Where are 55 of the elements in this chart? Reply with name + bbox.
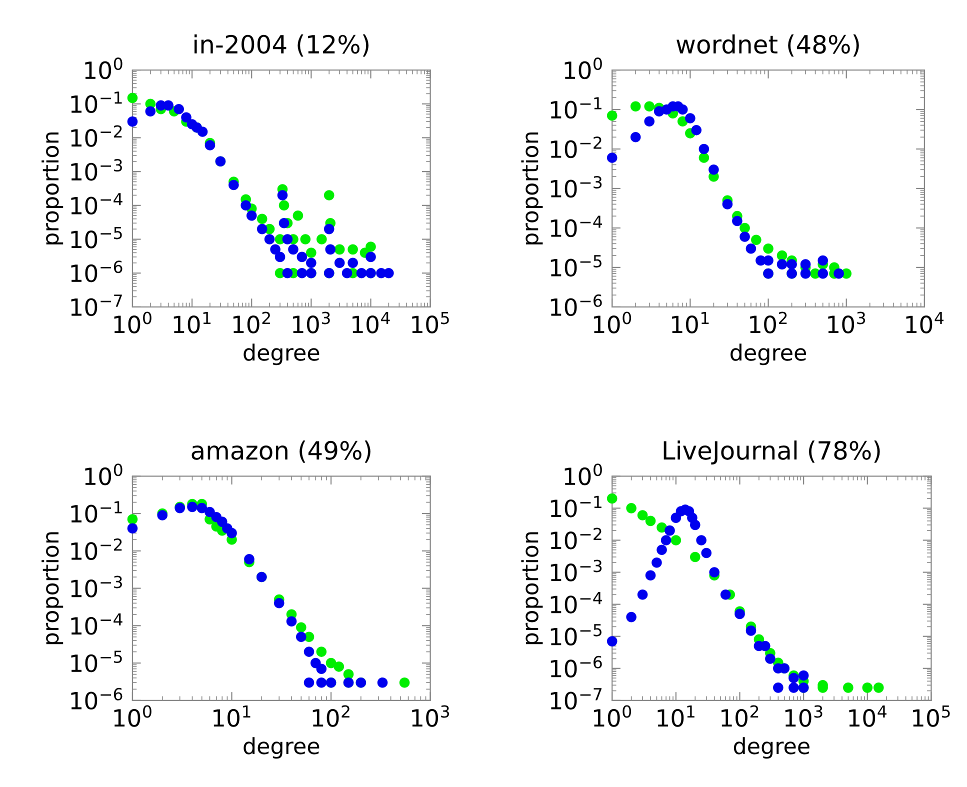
y-tick-label: 10$^{−2}$ [550, 136, 602, 158]
x-tick-label: 10$^{1}$ [174, 312, 211, 334]
x-tick-label: 10$^{3}$ [785, 705, 822, 727]
x-tick-label: 10$^{2}$ [750, 312, 787, 334]
y-tick-label: 10$^{−1}$ [71, 92, 122, 114]
y-axis-title: proportion [42, 132, 64, 244]
x-tick-label: 10$^{1}$ [214, 705, 250, 727]
y-tick-label: 10$^{−3}$ [550, 560, 602, 582]
chart-title: LiveJournal (78%) [664, 440, 880, 464]
y-tick-label: 10$^{−2}$ [550, 528, 602, 550]
y-axis-title: proportion [521, 132, 543, 244]
chart-title: amazon (49%) [192, 440, 370, 463]
y-tick-label: 10$^{−3}$ [71, 159, 122, 181]
x-tick-label: 10$^{3}$ [292, 312, 330, 334]
y-tick-label: 10$^{0}$ [85, 464, 122, 486]
y-tick-label: 10$^{−5}$ [71, 650, 122, 672]
x-tick-label: 10$^{2}$ [233, 312, 270, 334]
y-tick-label: 10$^{−2}$ [71, 538, 122, 560]
x-tick-label: 10$^{3}$ [828, 312, 866, 334]
x-axis-title: degree [730, 344, 806, 366]
x-axis-title: degree [734, 737, 810, 759]
y-tick-label: 10$^{−3}$ [550, 176, 602, 198]
chart-title: wordnet (48%) [676, 34, 859, 57]
y-tick-label: 10$^{−3}$ [71, 576, 122, 598]
x-tick-label: 10$^{4}$ [352, 312, 390, 334]
y-tick-label: 10$^{−4}$ [550, 216, 602, 238]
y-axis-title: proportion [521, 532, 543, 644]
y-tick-label: 10$^{−2}$ [71, 125, 122, 147]
x-tick-label: 10$^{4}$ [906, 312, 944, 334]
y-tick-label: 10$^{−5}$ [71, 226, 122, 248]
x-tick-label: 10$^{1}$ [658, 705, 694, 727]
y-tick-label: 10$^{−1}$ [550, 97, 602, 119]
y-tick-label: 10$^{0}$ [564, 58, 602, 80]
x-axis-title: degree [244, 737, 320, 759]
x-tick-label: 10$^{2}$ [312, 705, 350, 727]
chart-title: in-2004 (12%) [194, 34, 368, 57]
x-tick-label: 10$^{4}$ [849, 705, 886, 727]
y-tick-label: 10$^{−4}$ [71, 613, 122, 635]
y-tick-label: 10$^{−1}$ [550, 496, 602, 518]
y-tick-label: 10$^{−1}$ [71, 501, 122, 523]
x-axis-title: degree [244, 344, 320, 366]
y-tick-label: 10$^{−4}$ [550, 592, 602, 614]
y-tick-label: 10$^{−6}$ [550, 656, 602, 678]
x-tick-label: 10$^{5}$ [913, 705, 950, 727]
y-tick-label: 10$^{−4}$ [71, 193, 122, 215]
y-tick-label: 10$^{0}$ [85, 58, 122, 80]
y-tick-label: 10$^{0}$ [564, 464, 602, 486]
y-tick-label: 10$^{−5}$ [550, 624, 602, 646]
y-tick-label: 10$^{−6}$ [71, 260, 122, 282]
x-tick-label: 10$^{2}$ [722, 705, 758, 727]
x-tick-label: 10$^{1}$ [672, 312, 709, 334]
x-tick-label: 10$^{3}$ [412, 705, 449, 727]
y-tick-label: 10$^{−5}$ [550, 255, 602, 277]
x-tick-label: 10$^{5}$ [412, 312, 449, 334]
y-axis-title: proportion [42, 532, 64, 644]
